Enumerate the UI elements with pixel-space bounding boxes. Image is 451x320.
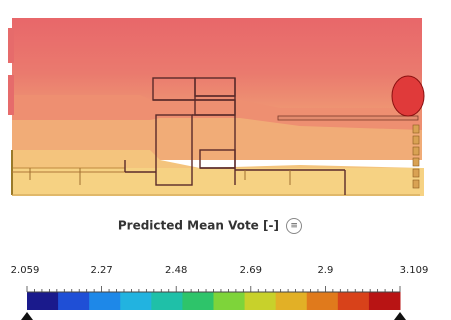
colorbar-segment (182, 292, 214, 310)
colorbar-tick-label: 2.48 (165, 265, 188, 276)
right-side-columns (412, 124, 420, 189)
min-handle-icon[interactable] (21, 312, 33, 320)
colorbar-tick-label: 2.69 (239, 265, 262, 276)
colorbar-segment (120, 292, 152, 310)
colorbar-tick-label: 2.9 (317, 265, 334, 276)
room-outlines (124, 77, 346, 195)
list-icon[interactable]: ≡ (286, 218, 303, 234)
legend-title-text: Predicted Mean Vote [-] (117, 218, 279, 233)
pmv-contour-plot (8, 18, 425, 196)
contour-band-mild (12, 118, 422, 160)
colorbar-segment (58, 292, 90, 310)
floor-strip (12, 168, 424, 196)
colorbar-segment (151, 292, 183, 310)
legend-title: Predicted Mean Vote [-] ≡ (0, 218, 420, 234)
colorbar-tick-label: 3.109 (399, 265, 429, 276)
left-block-top (8, 28, 14, 63)
colorbar-segment (27, 292, 59, 310)
right-beam (277, 115, 419, 121)
colorbar-tick-label: 2.27 (90, 265, 113, 276)
colorbar-segment (306, 292, 339, 310)
colorbar-segment (89, 292, 121, 310)
colorbar-tick-label: 2.059 (10, 265, 40, 276)
left-block-bottom (8, 75, 14, 115)
colorbar-segment (337, 292, 370, 310)
colorbar-segment (275, 292, 308, 310)
colorbar-segment (368, 292, 401, 310)
max-handle-icon[interactable] (394, 312, 406, 320)
colorbar-segment (244, 292, 277, 310)
hotspot-circle (391, 75, 425, 117)
colorbar-segment (213, 292, 246, 310)
